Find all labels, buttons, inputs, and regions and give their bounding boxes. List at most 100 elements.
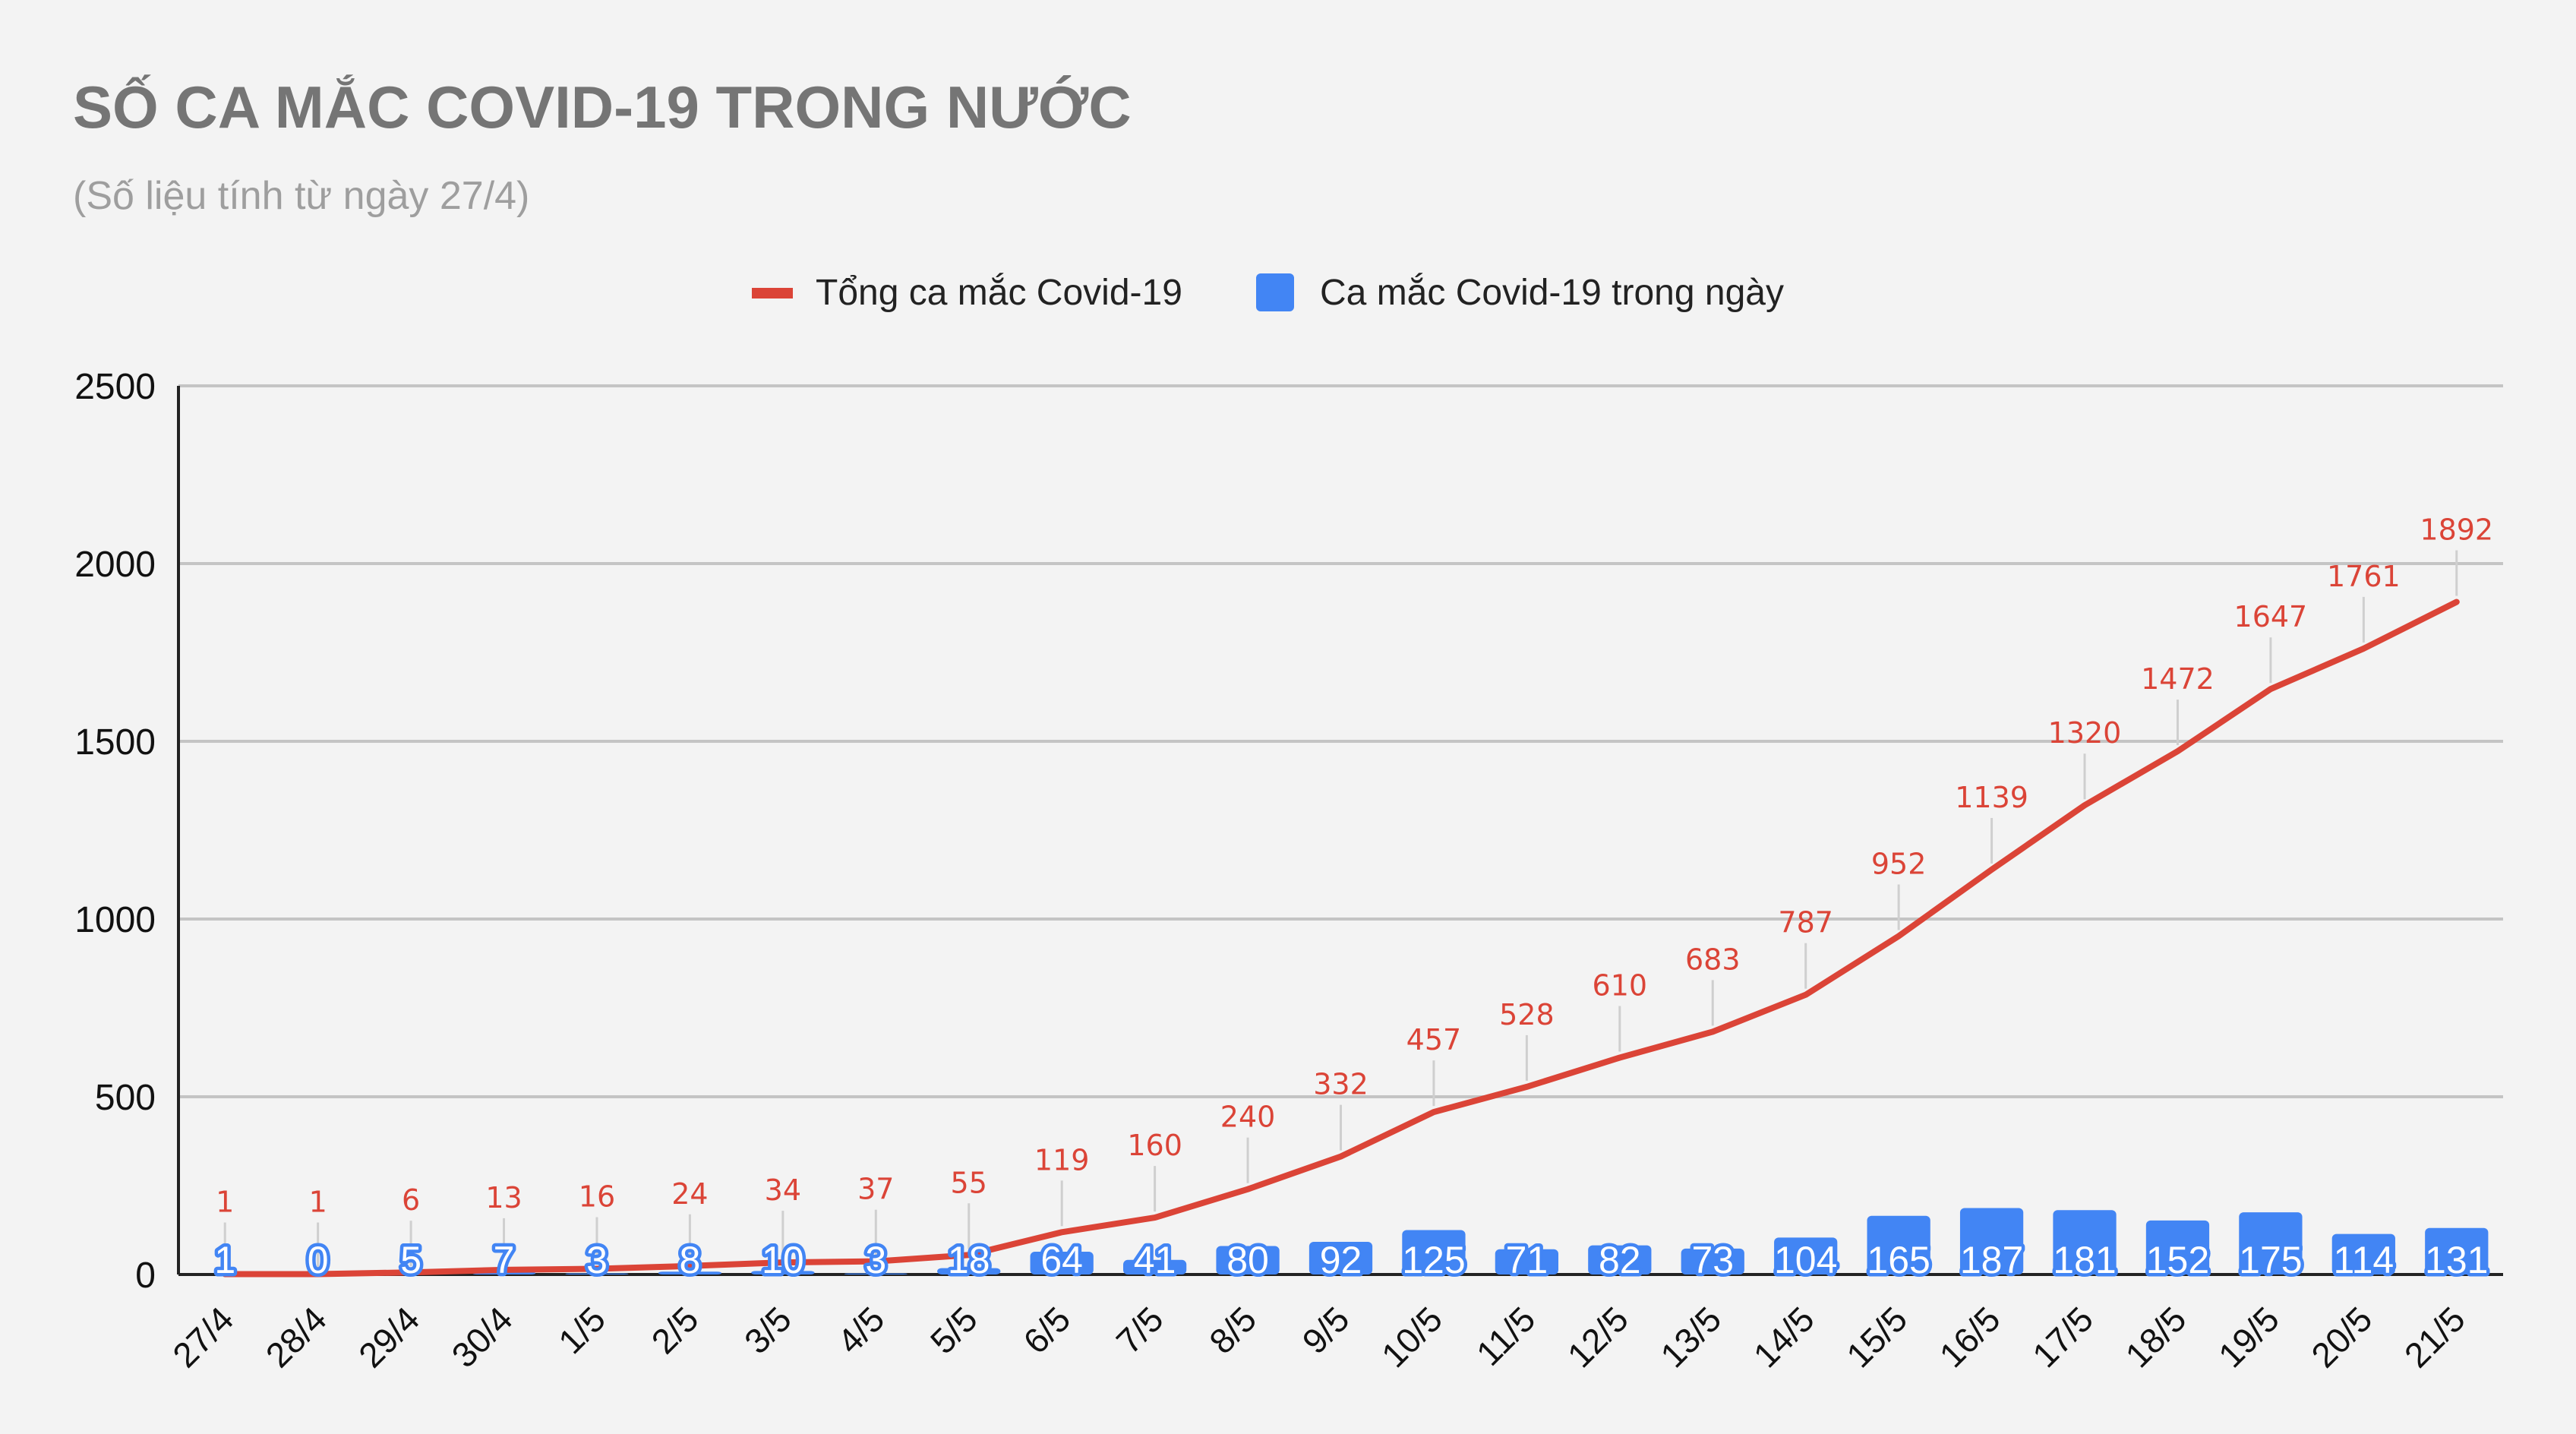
daily-data-label: 92 (1320, 1239, 1362, 1281)
total-data-label: 1 (309, 1186, 327, 1219)
legend-swatch-bar (1256, 273, 1294, 311)
x-tick-label: 27/4 (165, 1299, 241, 1375)
axes: 0 500 1000 1500 2000 2500 27/4 28/4 29/4 30/4 1/5 2… (74, 367, 2503, 1375)
daily-data-label: 0 (308, 1239, 329, 1281)
total-data-label: 1761 (2327, 560, 2401, 593)
bar (658, 1271, 722, 1274)
x-tick-label: 14/5 (1746, 1299, 1822, 1375)
bar (1030, 1252, 1094, 1274)
x-tick-label: 12/5 (1560, 1299, 1636, 1375)
daily-data-label: 73 (1691, 1239, 1734, 1281)
total-data-label: 55 (951, 1166, 987, 1199)
daily-data-label: 165 (1867, 1239, 1930, 1281)
x-tick-label: 1/5 (551, 1299, 613, 1361)
total-data-label: 34 (765, 1173, 801, 1207)
daily-data-label: 7 (494, 1239, 515, 1281)
total-data-label: 240 (1220, 1101, 1276, 1134)
total-cases-line (222, 599, 2460, 1278)
bar (1122, 1259, 1187, 1274)
total-data-label: 16 (579, 1180, 615, 1214)
total-data-label: 6 (402, 1183, 420, 1217)
line-series (222, 599, 2460, 1278)
bar (1588, 1245, 1652, 1274)
x-tick-label: 30/4 (444, 1299, 520, 1375)
total-data-label: 528 (1499, 998, 1555, 1031)
legend-label-line: Tổng ca mắc Covid-19 (816, 272, 1182, 313)
y-tick-label: 1500 (74, 722, 156, 763)
daily-data-label: 80 (1226, 1239, 1269, 1281)
bar (2053, 1210, 2117, 1274)
chart-subtitle: (Số liệu tính từ ngày 27/4) (73, 174, 529, 218)
daily-data-label: 152 (2146, 1239, 2209, 1281)
x-tick-label: 15/5 (1839, 1299, 1915, 1375)
total-data-label: 119 (1034, 1143, 1090, 1177)
total-data-label: 952 (1871, 847, 1927, 880)
bar (2331, 1233, 2395, 1274)
bar (2425, 1227, 2489, 1274)
x-tick-label: 16/5 (1932, 1299, 2008, 1375)
total-data-label: 332 (1313, 1068, 1368, 1101)
bar (1216, 1246, 1280, 1274)
daily-data-label: 18 (948, 1239, 990, 1281)
legend-label-bar: Ca mắc Covid-19 trong ngày (1320, 272, 1784, 313)
bar (937, 1268, 1001, 1274)
x-tick-label: 4/5 (829, 1299, 892, 1361)
total-data-label: 457 (1406, 1023, 1462, 1057)
total-data-label: 683 (1685, 943, 1741, 976)
x-tick-label: 3/5 (737, 1299, 799, 1361)
daily-data-label: 71 (1506, 1239, 1548, 1281)
daily-data-label: 5 (400, 1239, 421, 1281)
bar (1774, 1237, 1838, 1274)
x-tick-label: 19/5 (2211, 1299, 2287, 1375)
daily-data-label: 175 (2239, 1239, 2302, 1281)
daily-data-label: 64 (1040, 1239, 1083, 1281)
bar (1681, 1248, 1744, 1274)
daily-data-label: 82 (1599, 1239, 1641, 1281)
bar (1959, 1208, 2024, 1274)
daily-data-label: 3 (586, 1239, 608, 1281)
bar (1495, 1249, 1559, 1274)
x-tick-label: 17/5 (2025, 1299, 2101, 1375)
x-tick-label: 11/5 (1469, 1299, 1543, 1373)
bar (1402, 1230, 1466, 1274)
x-tick-label: 29/4 (351, 1299, 427, 1375)
daily-data-label: 181 (2053, 1239, 2116, 1281)
daily-data-label: 3 (865, 1239, 886, 1281)
bar (2239, 1212, 2303, 1274)
daily-data-label: 114 (2333, 1239, 2394, 1281)
total-data-label: 24 (671, 1177, 708, 1211)
total-data-label: 1139 (1955, 781, 2028, 814)
daily-data-label: 10 (762, 1239, 804, 1281)
bar-series (379, 1208, 2489, 1274)
x-tick-label: 9/5 (1295, 1299, 1357, 1361)
total-data-label: 1 (216, 1186, 234, 1219)
x-tick-label: 2/5 (643, 1299, 706, 1361)
daily-data-label: 8 (680, 1239, 701, 1281)
x-tick-label: 8/5 (1201, 1299, 1264, 1361)
daily-data-label: 125 (1402, 1239, 1465, 1281)
total-data-label: 1647 (2234, 600, 2308, 633)
daily-data-label: 104 (1774, 1239, 1837, 1281)
daily-data-label: 187 (1960, 1239, 2023, 1281)
legend: Tổng ca mắc Covid-19 Ca mắc Covid-19 tro… (752, 272, 1784, 313)
total-data-label: 37 (857, 1173, 894, 1206)
total-data-label: 160 (1127, 1129, 1182, 1162)
y-tick-label: 0 (135, 1256, 156, 1296)
y-tick-label: 2500 (74, 367, 156, 407)
total-data-label: 13 (485, 1181, 522, 1214)
bar (1309, 1241, 1373, 1274)
total-data-label: 787 (1778, 906, 1833, 940)
x-tick-label: 28/4 (258, 1299, 334, 1375)
bar (2145, 1220, 2210, 1274)
bar (751, 1271, 815, 1274)
grid (178, 384, 2503, 1098)
total-data-label: 610 (1593, 969, 1648, 1003)
bar (1867, 1215, 1930, 1274)
x-tick-label: 18/5 (2117, 1299, 2193, 1375)
x-tick-label: 7/5 (1109, 1299, 1171, 1361)
total-data-label: 1320 (2048, 716, 2122, 750)
y-tick-label: 500 (95, 1078, 156, 1118)
x-tick-label: 10/5 (1374, 1299, 1450, 1375)
